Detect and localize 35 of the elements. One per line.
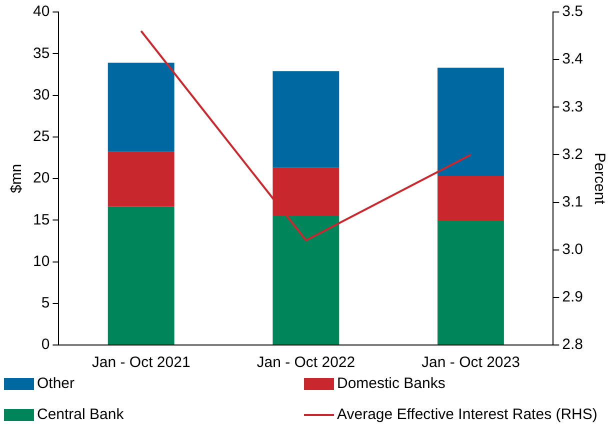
- legend-label: Average Effective Interest Rates (RHS): [337, 406, 598, 423]
- y2-axis-title: Percent: [590, 152, 608, 206]
- y-tick-label: 20: [32, 170, 50, 187]
- bar: [108, 62, 174, 152]
- bar: [272, 216, 340, 344]
- y2-tick-label: 3.1: [562, 193, 584, 210]
- bar: [438, 176, 504, 221]
- legend-label: Central Bank: [37, 406, 124, 423]
- y-tick-label: 25: [32, 128, 50, 146]
- bar: [108, 152, 174, 207]
- y2-tick-label: 3.2: [562, 146, 584, 163]
- y-tick-label: 0: [41, 336, 50, 354]
- y2-tick-label: 2.8: [562, 336, 584, 354]
- y-tick-label: 15: [32, 211, 50, 228]
- y2-tick-label: 2.9: [562, 288, 584, 306]
- y-tick-label: 5: [41, 294, 50, 312]
- y-tick-label: 10: [32, 252, 50, 270]
- bar: [272, 71, 340, 168]
- y2-tick-label: 3.3: [562, 98, 584, 116]
- y-tick-label: 40: [32, 3, 50, 20]
- x-tick-label: Jan - Oct 2023: [422, 354, 520, 372]
- y2-tick-label: 3.0: [562, 241, 584, 258]
- bar: [438, 68, 504, 176]
- legend-label: Other: [37, 375, 75, 392]
- legend-label: Domestic Banks: [337, 375, 446, 392]
- y2-tick-label: 3.4: [562, 50, 584, 68]
- y-tick-label: 35: [32, 44, 50, 62]
- y2-tick-label: 3.5: [562, 3, 584, 20]
- y-tick-label: 30: [32, 86, 50, 104]
- bar: [108, 206, 174, 344]
- y-axis-title: $mn: [8, 164, 26, 194]
- bar: [438, 220, 504, 344]
- bar: [272, 168, 340, 216]
- x-tick-label: Jan - Oct 2022: [256, 354, 356, 372]
- x-tick-label: Jan - Oct 2021: [92, 354, 190, 372]
